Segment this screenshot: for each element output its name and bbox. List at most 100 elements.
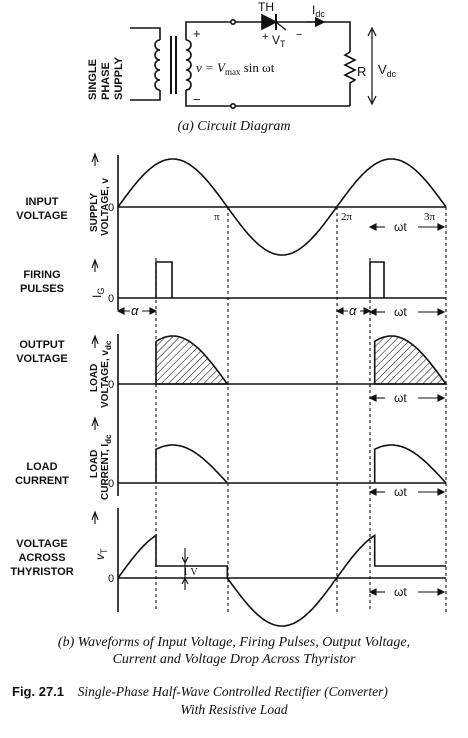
current-axis-2: CURRENT, Idc (100, 434, 113, 500)
input-axis-1: SUPPLY (89, 193, 100, 232)
load-lead (276, 21, 351, 52)
output-label-1: OUTPUT (19, 339, 65, 351)
eq-sub: max (225, 67, 241, 77)
primary-lead-top (130, 27, 161, 40)
omega-input: ωt (394, 220, 407, 234)
thyristor-gate (275, 21, 287, 31)
thyristor-voltage-wave (117, 533, 446, 627)
caption-waveforms-line-1: (b) Waveforms of Input Voltage, Firing P… (57, 635, 411, 650)
input-axes (117, 155, 446, 262)
thyristor-axis-sub: T (99, 548, 109, 554)
primary-coil (154, 39, 161, 91)
thyristor-axis: vT (93, 548, 109, 560)
omega-labels: ωt ωt ωt ωt ωt (394, 220, 407, 599)
output-axis-2: VOLTAGE, vdc (100, 340, 113, 408)
alpha-2: α (349, 303, 357, 318)
thyristor-axes (117, 508, 446, 612)
resistor-label: R (357, 64, 366, 79)
output-voltage-wave-2 (373, 335, 448, 385)
circuit-labels: + − v = Vmax sin ωt TH VT + − Idc R Vdc (193, 0, 397, 107)
figure-number: Fig. 27.1 (12, 684, 65, 699)
input-label-1: INPUT (26, 196, 59, 208)
input-voltage-wave (117, 158, 447, 256)
terminal-top (230, 18, 237, 25)
secondary-lead-bottom (185, 90, 350, 107)
waveforms (117, 155, 448, 627)
vdc-label: Vdc (378, 62, 397, 79)
thyristor-label-2: ACROSS (18, 552, 65, 564)
minus-label: − (193, 92, 201, 107)
one-volt-arrow-top (181, 556, 189, 565)
input-label-2: VOLTAGE (16, 210, 68, 222)
current-axis-1: LOAD (89, 450, 100, 478)
figure-caption: Fig. 27.1 Single-Phase Half-Wave Control… (12, 684, 462, 700)
vt-label: VT (272, 33, 286, 49)
primary-lead-bottom (130, 90, 161, 101)
figure-title-line-2: With Resistive Load (180, 702, 288, 717)
plus-label: + (193, 26, 201, 41)
current-axis-main: CURRENT, I (100, 444, 111, 500)
tick-3pi: 3π (424, 211, 436, 223)
idc-main: I (312, 3, 315, 17)
current-label-2: CURRENT (15, 475, 69, 487)
firing-pulse-1 (155, 261, 173, 298)
firing-pulse-2 (369, 261, 385, 298)
firing-label-1: FIRING (23, 269, 60, 281)
secondary-coil (185, 39, 192, 91)
dashed-guides (155, 207, 447, 612)
one-volt-arrow-bottom (181, 576, 189, 585)
output-label-2: VOLTAGE (16, 353, 68, 365)
vdc-arrow-top (367, 26, 377, 37)
idc-sub: dc (315, 9, 325, 19)
tick-2pi: 2π (341, 211, 353, 223)
supply-line-2: PHASE (100, 62, 112, 100)
eq-main: v = V (196, 60, 227, 75)
firing-axis-sub: G (96, 288, 106, 295)
idc-label: Idc (312, 3, 325, 19)
equation-label: v = Vmax sin ωt (196, 60, 275, 77)
firing-axis-main: I (90, 295, 104, 298)
current-axes (117, 412, 446, 496)
omega-output: ωt (394, 391, 407, 405)
current-axis-sub: dc (104, 434, 113, 444)
thyristor-label-3: THYRISTOR (10, 566, 73, 578)
input-axis-2: VOLTAGE, v (100, 178, 111, 236)
vt-sub: T (280, 39, 286, 49)
output-axis-sub: dc (104, 340, 113, 350)
terminal-bottom (230, 103, 237, 110)
vt-main: V (272, 33, 280, 47)
vt-minus: − (296, 29, 302, 41)
caption-waveforms: (b) Waveforms of Input Voltage, Firing P… (0, 634, 468, 668)
axis-labels: SUPPLY VOLTAGE, v IG LOAD VOLTAGE, vdc L… (89, 178, 113, 560)
eq-tail: sin ωt (240, 60, 274, 75)
thyristor-symbol (261, 13, 278, 31)
firing-axis: IG (90, 288, 106, 298)
zero-firing: 0 (108, 293, 114, 305)
caption-waveforms-line-2: Current and Voltage Drop Across Thyristo… (112, 652, 356, 667)
alpha-1: α (131, 303, 139, 318)
output-axis-main: VOLTAGE, v (100, 350, 111, 408)
axis-arrows (91, 152, 99, 524)
load-current-wave-2 (373, 444, 447, 484)
one-volt-label: 1 V (183, 567, 198, 578)
supply-line-1: SINGLE (87, 59, 99, 100)
zero-input: 0 (108, 202, 114, 214)
firing-axes (117, 262, 446, 310)
zero-current: 0 (108, 478, 114, 490)
secondary-lead-top (185, 21, 262, 40)
thyristor-label: TH (258, 0, 274, 14)
caption-circuit: (a) Circuit Diagram (177, 119, 291, 134)
panel-labels: INPUT VOLTAGE FIRING PULSES OUTPUT VOLTA… (10, 196, 73, 578)
circuit-diagram: SINGLE PHASE SUPPLY (87, 13, 377, 110)
firing-label-2: PULSES (20, 283, 64, 295)
resistor-symbol (343, 51, 357, 106)
figure-title: Single-Phase Half-Wave Controlled Rectif… (77, 684, 388, 699)
tick-pi: π (214, 211, 220, 223)
omega-current: ωt (394, 485, 407, 499)
tick-labels: 0 0 0 0 0 π 2π 3π (108, 202, 436, 585)
output-voltage-wave-1 (155, 335, 229, 385)
vdc-main: V (378, 62, 387, 77)
supply-line-3: SUPPLY (113, 56, 125, 100)
vdc-sub: dc (387, 69, 397, 79)
